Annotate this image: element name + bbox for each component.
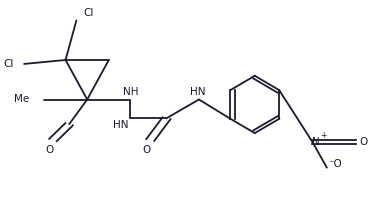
Text: N: N xyxy=(313,137,320,147)
Text: O: O xyxy=(45,145,54,155)
Text: NH: NH xyxy=(123,87,139,97)
Text: Me: Me xyxy=(14,95,30,104)
Text: O: O xyxy=(142,145,151,155)
Text: HN: HN xyxy=(113,120,129,130)
Text: ⁻O: ⁻O xyxy=(329,159,342,169)
Text: HN: HN xyxy=(190,87,206,97)
Text: O: O xyxy=(359,137,368,147)
Text: +: + xyxy=(320,131,327,140)
Text: Cl: Cl xyxy=(84,9,94,19)
Text: Cl: Cl xyxy=(3,59,13,69)
